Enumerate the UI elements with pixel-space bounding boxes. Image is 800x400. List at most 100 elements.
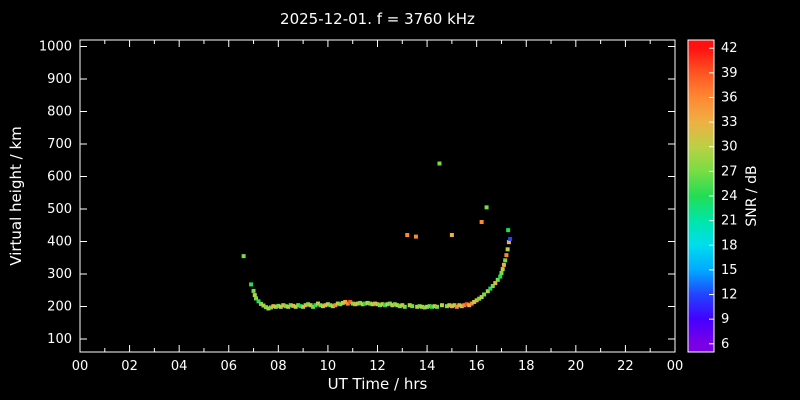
data-point bbox=[437, 161, 442, 166]
data-point bbox=[333, 303, 338, 308]
x-tick-label: 06 bbox=[220, 359, 237, 374]
y-tick-label: 800 bbox=[47, 105, 72, 120]
data-point bbox=[281, 303, 286, 308]
x-tick-label: 20 bbox=[568, 359, 585, 374]
y-tick-label: 500 bbox=[47, 202, 72, 217]
y-tick-label: 600 bbox=[47, 170, 72, 185]
data-point bbox=[380, 302, 385, 307]
data-point bbox=[435, 304, 439, 309]
y-tick-label: 100 bbox=[47, 332, 72, 347]
data-point bbox=[472, 299, 477, 304]
data-point bbox=[469, 301, 474, 306]
data-point bbox=[447, 303, 452, 308]
data-point bbox=[316, 301, 320, 306]
x-axis-label: UT Time / hrs bbox=[327, 375, 428, 393]
data-point bbox=[377, 303, 382, 308]
data-point bbox=[387, 301, 392, 306]
data-point bbox=[506, 240, 511, 245]
data-point bbox=[254, 296, 259, 301]
data-point bbox=[358, 300, 363, 305]
data-point bbox=[402, 304, 407, 309]
x-tick-label: 02 bbox=[121, 359, 138, 374]
data-point bbox=[432, 304, 437, 309]
data-point bbox=[276, 303, 281, 308]
data-point bbox=[392, 302, 397, 307]
data-point bbox=[501, 262, 506, 267]
data-point bbox=[320, 304, 325, 309]
data-point bbox=[495, 277, 500, 282]
data-point bbox=[249, 282, 254, 287]
data-point bbox=[422, 305, 427, 310]
y-tick-label: 700 bbox=[47, 137, 72, 152]
data-point bbox=[268, 305, 273, 310]
data-point bbox=[306, 302, 311, 307]
data-point bbox=[397, 304, 402, 309]
data-point bbox=[385, 302, 390, 307]
data-point bbox=[500, 267, 505, 272]
data-point bbox=[365, 300, 370, 305]
data-point bbox=[258, 301, 263, 306]
data-point bbox=[479, 295, 484, 300]
data-point bbox=[464, 302, 469, 307]
data-point bbox=[488, 286, 493, 291]
data-point bbox=[498, 274, 503, 279]
data-point bbox=[373, 301, 378, 306]
data-point bbox=[490, 284, 495, 289]
data-point bbox=[355, 301, 360, 306]
data-point bbox=[390, 303, 395, 308]
data-point bbox=[340, 300, 345, 305]
chart-title: 2025-12-01. f = 3760 kHz bbox=[280, 10, 475, 28]
data-point bbox=[293, 304, 298, 309]
data-point bbox=[303, 303, 308, 308]
data-point bbox=[311, 304, 316, 309]
data-point bbox=[484, 205, 489, 210]
colorbar-tick-label: 30 bbox=[721, 140, 738, 155]
data-point bbox=[338, 302, 343, 307]
data-point bbox=[410, 304, 415, 309]
colorbar-tick-label: 42 bbox=[721, 41, 738, 56]
x-tick-label: 00 bbox=[667, 359, 684, 374]
data-point bbox=[459, 304, 464, 309]
x-tick-label: 10 bbox=[320, 359, 337, 374]
data-point bbox=[506, 228, 511, 233]
data-point bbox=[323, 303, 328, 308]
data-point bbox=[407, 303, 412, 308]
data-point bbox=[405, 233, 410, 237]
data-point bbox=[325, 302, 330, 307]
data-point bbox=[286, 304, 291, 309]
data-point bbox=[503, 258, 508, 263]
data-point bbox=[382, 303, 387, 308]
x-tick-label: 16 bbox=[468, 359, 485, 374]
data-point bbox=[330, 304, 335, 309]
colorbar-tick-label: 12 bbox=[721, 288, 738, 303]
data-point bbox=[301, 304, 306, 309]
data-point bbox=[271, 304, 276, 309]
colorbar-tick-label: 21 bbox=[721, 214, 738, 229]
data-point bbox=[485, 289, 490, 294]
data-point bbox=[439, 303, 444, 308]
data-point bbox=[263, 305, 268, 310]
data-point bbox=[343, 299, 348, 304]
data-point bbox=[449, 233, 454, 237]
data-point bbox=[273, 304, 278, 309]
data-point bbox=[474, 298, 479, 303]
data-point bbox=[318, 303, 323, 308]
data-point bbox=[499, 271, 504, 276]
data-point bbox=[360, 302, 365, 307]
data-point bbox=[427, 304, 432, 309]
colorbar-tick-label: 18 bbox=[721, 238, 738, 253]
data-point bbox=[477, 296, 482, 301]
data-point bbox=[313, 303, 318, 308]
data-point bbox=[449, 304, 454, 309]
data-point bbox=[335, 301, 340, 306]
y-tick-label: 900 bbox=[47, 72, 72, 87]
data-point bbox=[256, 299, 261, 304]
data-point bbox=[348, 299, 353, 304]
data-point bbox=[452, 303, 457, 308]
data-point bbox=[353, 302, 358, 307]
data-point bbox=[368, 301, 373, 306]
data-point bbox=[283, 304, 288, 309]
data-point bbox=[345, 301, 350, 306]
data-point bbox=[417, 304, 422, 309]
